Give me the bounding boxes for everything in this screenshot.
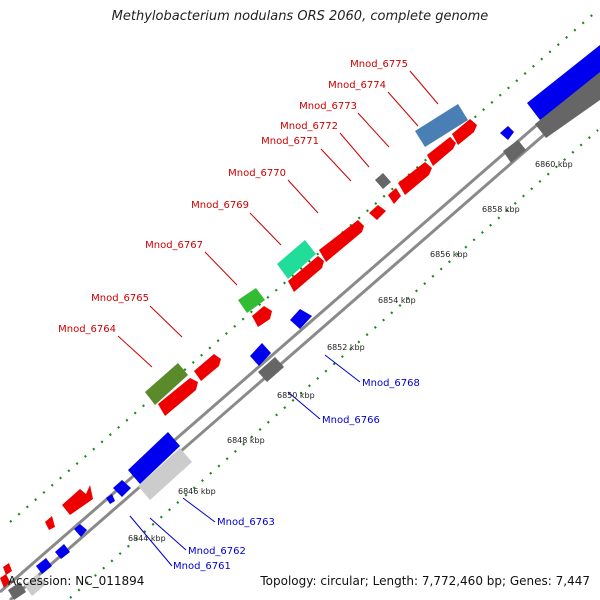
gene-label-forward[interactable]: Mnod_6769 bbox=[191, 200, 249, 211]
gene-feature-gray[interactable] bbox=[8, 582, 26, 600]
tick-label: 6856 kbp bbox=[430, 250, 468, 259]
backbone-line-inner bbox=[9, 84, 600, 600]
accession-text: Accession: NC_011894 bbox=[8, 574, 145, 588]
gene-feature-red[interactable] bbox=[319, 220, 364, 262]
gene-feature-blue[interactable] bbox=[74, 524, 87, 537]
gene-label-forward[interactable]: Mnod_6770 bbox=[228, 168, 286, 179]
gene-label-forward[interactable]: Mnod_6767 bbox=[145, 240, 203, 251]
gene-label-forward[interactable]: Mnod_6773 bbox=[299, 101, 357, 112]
gene-feature-lightgray[interactable] bbox=[24, 574, 46, 596]
gene-feature-blue[interactable] bbox=[36, 558, 52, 574]
gene-label-reverse[interactable]: Mnod_6763 bbox=[217, 517, 275, 528]
gene-feature-blue[interactable] bbox=[106, 494, 115, 504]
gene-feature-red[interactable] bbox=[0, 574, 10, 588]
gene-label-forward[interactable]: Mnod_6774 bbox=[328, 80, 386, 91]
gene-feature-blue[interactable] bbox=[55, 544, 70, 559]
gene-label-forward[interactable]: Mnod_6765 bbox=[91, 293, 149, 304]
tick-label: 6844 kbp bbox=[128, 534, 166, 543]
gene-feature-red[interactable] bbox=[388, 188, 401, 204]
tick-label: 6860 kbp bbox=[535, 160, 573, 169]
inner-dotted-guide bbox=[69, 129, 599, 599]
tick-label: 6846 kbp bbox=[178, 487, 216, 496]
gene-feature-blue[interactable] bbox=[128, 432, 180, 484]
gene-label-forward[interactable]: Mnod_6772 bbox=[280, 121, 338, 132]
gene-label-forward[interactable]: Mnod_6764 bbox=[58, 324, 116, 335]
gene-feature-red[interactable] bbox=[398, 162, 432, 195]
gene-label-reverse[interactable]: Mnod_6761 bbox=[173, 561, 231, 572]
gene-feature-gray[interactable] bbox=[535, 72, 600, 138]
outer-dotted-guide bbox=[9, 9, 599, 523]
gene-feature-red[interactable] bbox=[252, 306, 272, 327]
gene-feature-gray[interactable] bbox=[503, 140, 526, 163]
gene-feature-red[interactable] bbox=[452, 119, 477, 145]
gene-feature-red[interactable] bbox=[427, 137, 456, 166]
tick-label: 6858 kbp bbox=[482, 205, 520, 214]
gene-feature-lightgray[interactable] bbox=[138, 448, 192, 500]
gene-feature-gray[interactable] bbox=[375, 173, 391, 189]
gene-feature-blue[interactable] bbox=[500, 126, 514, 140]
gene-feature-blue[interactable] bbox=[527, 45, 600, 120]
tick-label: 6848 kbp bbox=[227, 436, 265, 445]
tick-label: 6850 kbp bbox=[277, 391, 315, 400]
gene-feature-red[interactable] bbox=[369, 205, 386, 220]
gene-feature-blue[interactable] bbox=[290, 309, 312, 329]
map-title: Methylobacterium nodulans ORS 2060, comp… bbox=[111, 9, 489, 24]
tick-label: 6852 kbp bbox=[327, 343, 365, 352]
gene-feature-gray[interactable] bbox=[258, 357, 284, 382]
gene-feature-red[interactable] bbox=[194, 354, 221, 381]
gene-feature-olive[interactable] bbox=[145, 363, 188, 405]
gene-feature-blue[interactable] bbox=[113, 480, 131, 497]
gene-label-reverse[interactable]: Mnod_6762 bbox=[188, 546, 246, 557]
gene-label-reverse[interactable]: Mnod_6766 bbox=[322, 415, 380, 426]
gene-label-forward[interactable]: Mnod_6775 bbox=[350, 59, 408, 70]
gene-feature-red[interactable] bbox=[158, 378, 198, 416]
gene-feature-green[interactable] bbox=[238, 288, 265, 313]
gene-feature-teal[interactable] bbox=[277, 240, 316, 279]
backbone-line-outer bbox=[0, 68, 600, 594]
genome-summary-text: Topology: circular; Length: 7,772,460 bp… bbox=[260, 574, 590, 588]
gene-feature-steelblue[interactable] bbox=[415, 104, 468, 147]
gene-label-forward[interactable]: Mnod_6771 bbox=[261, 136, 319, 147]
tick-label: 6854 kbp bbox=[378, 296, 416, 305]
gene-feature-red[interactable] bbox=[288, 256, 324, 292]
gene-feature-red[interactable] bbox=[45, 516, 55, 530]
gene-feature-red-small[interactable] bbox=[3, 563, 12, 575]
gene-feature-red[interactable] bbox=[62, 485, 93, 515]
gene-label-reverse[interactable]: Mnod_6768 bbox=[362, 378, 420, 389]
gene-feature-blue[interactable] bbox=[250, 343, 271, 366]
